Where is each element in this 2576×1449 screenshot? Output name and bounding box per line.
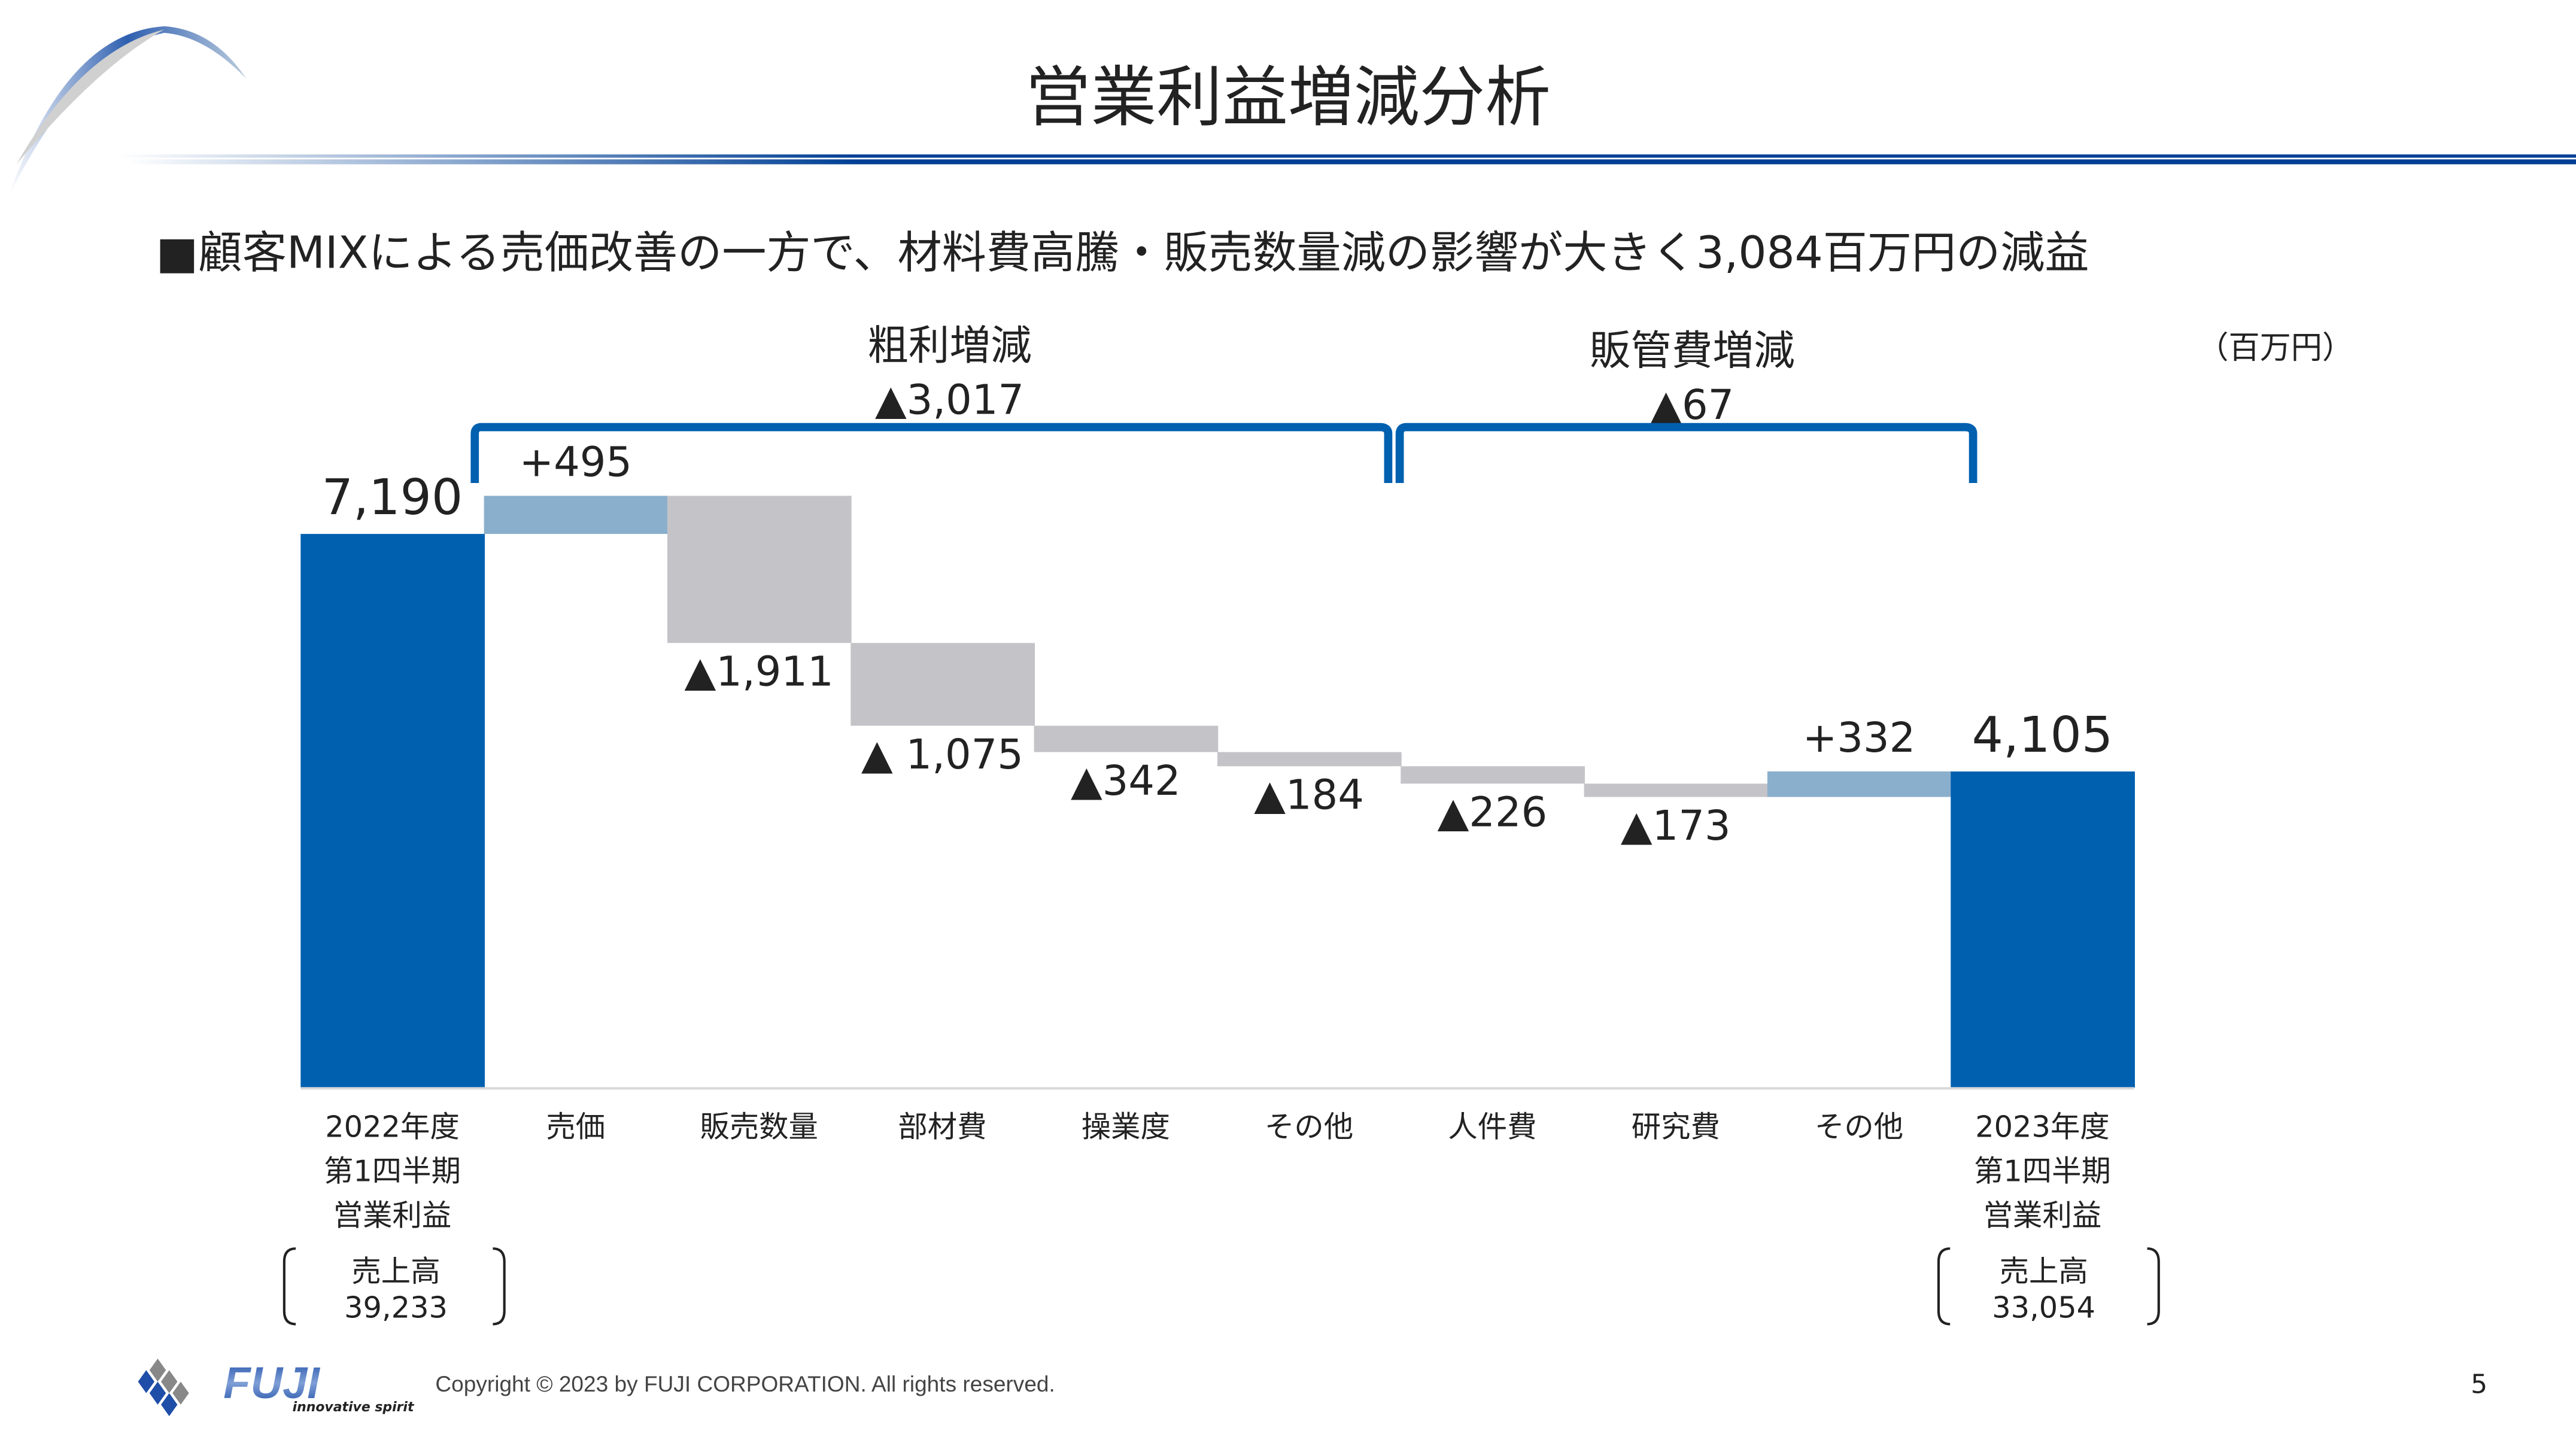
- category-label: 操業度: [1082, 1109, 1170, 1144]
- category-label: その他: [1815, 1109, 1903, 1144]
- category-label: 売価: [546, 1109, 605, 1144]
- fuji-logo: FUJI innovative spirit: [138, 1358, 415, 1417]
- group-value: ▲3,017: [875, 376, 1024, 424]
- category-label: 営業利益: [1983, 1198, 2102, 1233]
- svg-text:innovative spirit: innovative spirit: [293, 1400, 415, 1415]
- svg-text:FUJI: FUJI: [223, 1358, 320, 1408]
- bar-decrease: [1034, 725, 1219, 752]
- sales-label: 売上高: [2000, 1254, 2088, 1289]
- copyright: Copyright © 2023 by FUJI CORPORATION. Al…: [435, 1371, 1055, 1396]
- bracket: [470, 423, 1393, 483]
- group-label: 粗利増減: [867, 322, 1031, 370]
- data-label: ▲173: [1621, 802, 1731, 850]
- data-label: ▲ 1,075: [861, 731, 1023, 779]
- category-label: その他: [1265, 1109, 1353, 1144]
- category-label: 部材費: [898, 1109, 986, 1144]
- data-label: 4,105: [1972, 707, 2113, 764]
- bar-increase: [1767, 771, 1952, 797]
- category-label: 第1四半期: [324, 1154, 461, 1189]
- group-label: 販管費増減: [1590, 327, 1795, 375]
- sales-box-2023: 売上高 33,054: [1937, 1247, 2160, 1326]
- category-label: 販売数量: [700, 1109, 818, 1144]
- category-label: 2022年度: [325, 1109, 459, 1144]
- data-label: ▲226: [1438, 789, 1548, 837]
- group-sga: 販管費増減 ▲67: [1395, 327, 1977, 483]
- category-label: 2023年度: [1975, 1109, 2109, 1144]
- bar-decrease: [1401, 766, 1585, 784]
- unit-label: （百万円）: [2197, 330, 2353, 366]
- subtitle: ■顧客MIXによる売価改善の一方で、材料費高騰・販売数量減の影響が大きく3,08…: [156, 227, 2089, 278]
- page-number: 5: [2471, 1369, 2487, 1400]
- bar-decrease: [667, 496, 852, 643]
- data-label: ▲342: [1071, 757, 1181, 805]
- sales-label: 売上高: [351, 1254, 440, 1289]
- category-label: 人件費: [1448, 1109, 1536, 1144]
- data-label: +495: [520, 438, 632, 486]
- bracket: [1395, 423, 1977, 483]
- bar-total: [1951, 771, 2135, 1088]
- data-label: ▲1,911: [685, 648, 834, 696]
- bar-total: [300, 534, 485, 1088]
- bar-decrease: [1217, 752, 1402, 767]
- category-label: 第1四半期: [1974, 1154, 2111, 1189]
- data-label: 7,190: [322, 469, 463, 526]
- sales-value: 33,054: [1992, 1290, 2095, 1325]
- bar-decrease: [850, 643, 1035, 726]
- group-value: ▲67: [1650, 381, 1734, 429]
- page-title: 営業利益増減分析: [1025, 59, 1551, 135]
- bar-decrease: [1584, 783, 1769, 797]
- category-label: 研究費: [1632, 1109, 1720, 1144]
- data-label: ▲184: [1254, 771, 1364, 819]
- sales-value: 39,233: [344, 1290, 448, 1325]
- data-label: +332: [1803, 714, 1915, 762]
- sales-box-2022: 売上高 39,233: [282, 1247, 506, 1326]
- header-swoosh: [8, 26, 2576, 198]
- bar-increase: [484, 496, 669, 534]
- category-label: 営業利益: [333, 1198, 452, 1233]
- group-gross-profit: 粗利増減 ▲3,017: [470, 322, 1393, 483]
